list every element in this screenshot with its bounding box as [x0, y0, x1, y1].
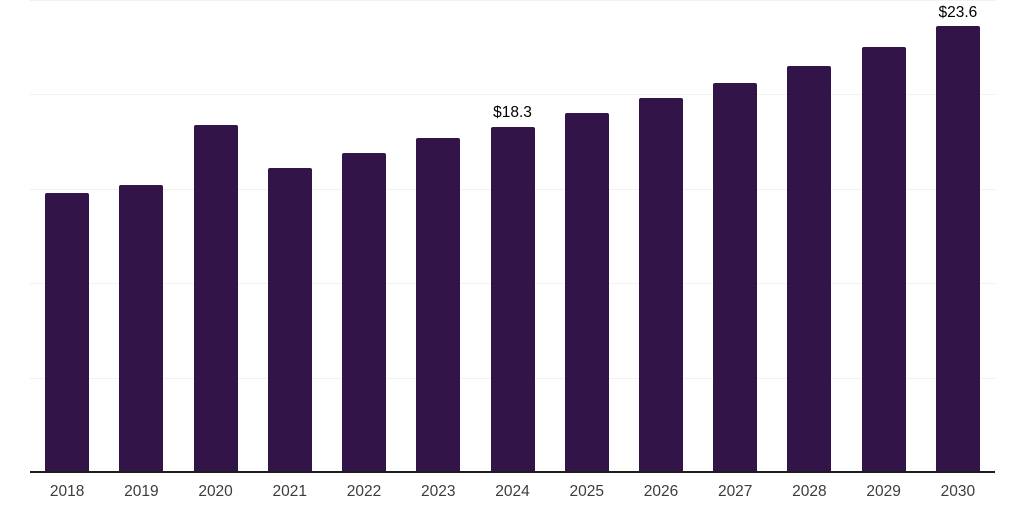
bar-2029 [861, 47, 906, 472]
bar-2025 [564, 113, 609, 472]
bar-2024 [490, 126, 535, 472]
bar-2026 [638, 98, 683, 472]
x-tick-label-2021: 2021 [272, 483, 308, 500]
x-tick-label-2027: 2027 [717, 483, 753, 500]
bar-value-label-2030: $23.6 [938, 4, 978, 22]
bar-2020 [193, 124, 238, 472]
bar-2022 [342, 152, 387, 472]
bar-2021 [267, 168, 312, 472]
x-tick-label-2019: 2019 [124, 483, 159, 500]
bar-2027 [713, 83, 758, 472]
x-tick-label-2018: 2018 [49, 483, 85, 500]
gridline [30, 94, 995, 96]
x-axis-line [30, 471, 995, 473]
bar-2018 [45, 192, 90, 472]
x-tick-label-2020: 2020 [198, 483, 233, 500]
bar-value-label-2024: $18.3 [493, 104, 532, 122]
bar-2030 [935, 26, 980, 472]
gridline [30, 0, 995, 1]
bar-2019 [119, 185, 164, 472]
x-tick-label-2024: 2024 [495, 483, 530, 500]
x-tick-label-2029: 2029 [866, 483, 901, 500]
x-tick-label-2022: 2022 [346, 483, 382, 500]
bar-2028 [787, 66, 832, 472]
x-tick-label-2025: 2025 [569, 483, 604, 500]
x-tick-label-2030: 2030 [940, 483, 976, 500]
bar-2023 [416, 137, 461, 472]
x-tick-label-2026: 2026 [643, 483, 679, 500]
x-tick-label-2023: 2023 [421, 483, 456, 500]
x-tick-label-2028: 2028 [792, 483, 827, 500]
plot-area [30, 0, 995, 472]
